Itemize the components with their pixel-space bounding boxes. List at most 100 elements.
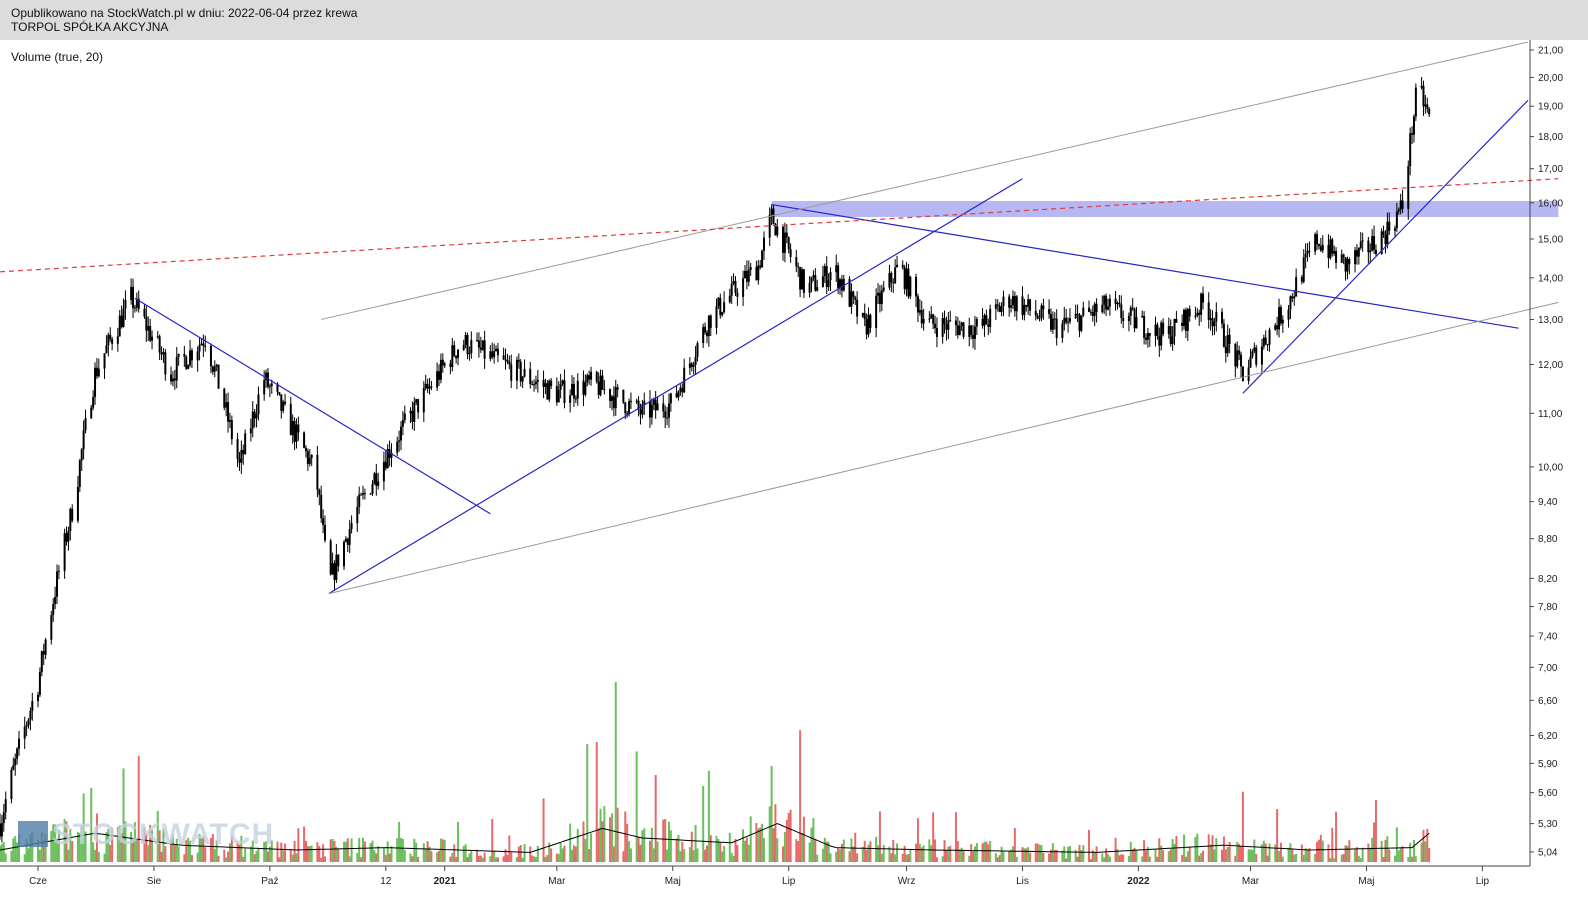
candle-body — [1238, 350, 1241, 355]
candle — [198, 337, 201, 361]
volume-bar — [1002, 851, 1005, 862]
volume-bar — [1255, 854, 1258, 862]
candle — [439, 353, 442, 384]
candle-body — [839, 279, 842, 289]
candle — [827, 273, 830, 291]
volume-bar — [894, 854, 897, 862]
x-tick-label: Sie — [147, 876, 162, 887]
volume-bar — [170, 839, 173, 862]
candle-body — [576, 380, 579, 399]
volume-bar — [1000, 846, 1003, 862]
y-tick-label: 7,80 — [1538, 602, 1558, 613]
candle — [875, 288, 878, 338]
candle — [816, 279, 819, 292]
volume-bar — [337, 849, 340, 862]
candle — [675, 385, 678, 399]
candle-body — [837, 265, 840, 289]
candle — [133, 304, 136, 313]
x-tick-label: Maj — [1358, 876, 1374, 887]
candle-body — [1393, 228, 1396, 231]
volume-bar — [692, 850, 695, 862]
volume-indicator-label: Volume (true, 20) — [11, 50, 104, 64]
candle — [1367, 236, 1370, 264]
candle-body — [935, 328, 938, 337]
candle-body — [1194, 315, 1197, 317]
candle-body — [225, 402, 228, 408]
volume-bar — [1401, 846, 1404, 862]
candle-body — [1221, 311, 1224, 324]
volume-bar — [1036, 843, 1039, 862]
candle-body — [441, 359, 444, 366]
volume-bar — [569, 823, 572, 862]
volume-bar — [840, 843, 843, 862]
candle-body — [295, 424, 298, 442]
candle — [495, 345, 498, 352]
candle — [27, 717, 30, 729]
candle — [479, 336, 482, 353]
candle — [1061, 320, 1064, 343]
candle — [1200, 292, 1203, 322]
volume-bar — [1065, 858, 1068, 862]
candle-body — [1175, 318, 1178, 323]
candle — [1329, 235, 1332, 260]
candle — [970, 324, 973, 340]
volume-bar — [143, 827, 146, 862]
volume-bar — [400, 837, 403, 862]
candle-body — [92, 397, 95, 408]
volume-bar — [1342, 853, 1345, 862]
volume-bar — [318, 846, 321, 862]
candle-body — [882, 287, 885, 291]
candle — [1181, 314, 1184, 332]
candle-body — [829, 272, 832, 281]
candle-body — [510, 364, 513, 381]
candle-body — [240, 449, 243, 463]
candle — [396, 436, 399, 457]
volume-bar — [648, 840, 651, 862]
candle-body — [479, 347, 482, 350]
candle-body — [707, 315, 710, 337]
candle-body — [709, 315, 712, 328]
y-tick-label: 20,00 — [1538, 73, 1563, 84]
candle — [143, 304, 146, 319]
candle-body — [303, 432, 306, 448]
candle — [4, 791, 7, 820]
candle — [890, 271, 893, 293]
candle — [1162, 318, 1165, 337]
candle — [1076, 304, 1079, 323]
volume-bar — [1354, 849, 1357, 862]
candle-body — [717, 297, 720, 307]
volume-bar — [622, 851, 625, 862]
volume-bar — [1316, 841, 1319, 862]
candle — [569, 389, 572, 413]
candle — [772, 204, 775, 225]
candle-body — [436, 371, 439, 388]
volume-bar — [810, 827, 813, 862]
volume-bar — [643, 828, 646, 862]
volume-bar — [109, 845, 112, 862]
candle-body — [230, 420, 233, 440]
candle-body — [56, 571, 59, 597]
candle-body — [323, 524, 326, 541]
candle — [78, 458, 81, 493]
candle-body — [1407, 166, 1410, 209]
price-candles — [0, 76, 1431, 843]
volume-bar — [776, 838, 779, 862]
price-chart[interactable]: 21,0020,0019,0018,0017,0016,0015,0014,00… — [0, 40, 1588, 903]
volume-bar — [185, 840, 188, 862]
candle — [985, 309, 988, 325]
volume-bar — [202, 836, 205, 862]
candle-body — [1314, 234, 1317, 252]
candle-body — [683, 367, 686, 393]
candle-body — [276, 383, 279, 393]
volume-bar — [1146, 846, 1149, 862]
volume-bar — [132, 837, 135, 862]
volume-bar — [1409, 842, 1412, 862]
candle — [1412, 114, 1415, 143]
candle-body — [84, 418, 87, 431]
candle — [1116, 301, 1119, 310]
candle-body — [1108, 298, 1111, 307]
volume-bar — [308, 845, 311, 862]
candle — [1304, 243, 1307, 269]
candle — [949, 310, 952, 322]
candle-body — [322, 518, 325, 525]
